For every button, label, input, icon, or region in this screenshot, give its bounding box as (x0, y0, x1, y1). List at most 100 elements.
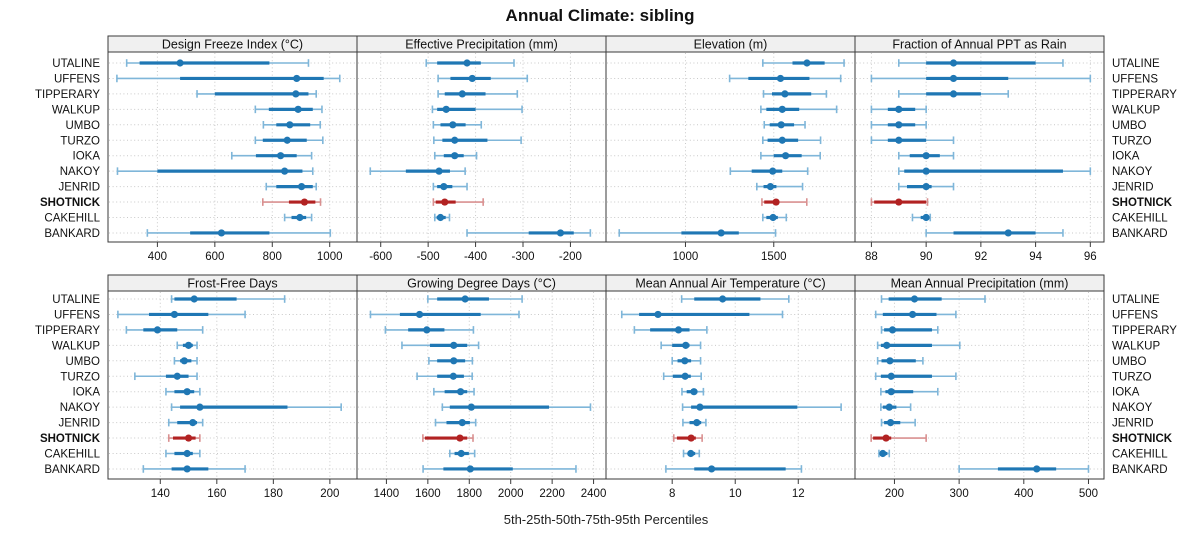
site-label-left-utaline: UTALINE (52, 58, 100, 70)
panel-plot-area (854, 51, 1105, 243)
series-shotnick (870, 434, 927, 442)
series-turzo (134, 372, 198, 381)
axis-tick-label: 92 (974, 251, 987, 263)
axis-tick-label: 200 (320, 488, 339, 500)
median-dot (183, 449, 191, 458)
median-dot (456, 388, 465, 396)
median-dot (883, 341, 891, 349)
axis-tick-label: 500 (1079, 488, 1098, 500)
series-shotnick (167, 434, 201, 442)
median-dot (196, 403, 204, 411)
series-turzo (662, 372, 702, 381)
site-label-left-turzo: TURZO (60, 135, 100, 147)
median-dot (440, 183, 448, 191)
series-utaline (427, 295, 523, 303)
series-turzo (416, 372, 473, 381)
axis-tick-label: 1600 (415, 488, 441, 500)
series-bankard (422, 465, 577, 473)
median-dot (423, 326, 431, 334)
chart-title: Annual Climate: sibling (506, 6, 695, 25)
site-label-right-jenrid: JENRID (1112, 418, 1154, 430)
panel-plot-area (854, 290, 1105, 480)
axis-tick-label: 96 (1084, 251, 1097, 263)
site-label-left-cakehill: CAKEHILL (44, 449, 100, 461)
series-nakoy (729, 167, 809, 175)
series-nakoy (897, 167, 1092, 175)
axis-tick-label: 90 (920, 251, 933, 263)
series-turzo (762, 136, 822, 145)
series-umbo (876, 357, 924, 365)
site-label-right-turzo: TURZO (1112, 371, 1152, 383)
panel-title: Fraction of Annual PPT as Rain (892, 38, 1066, 52)
series-tipperary (633, 326, 708, 334)
panel-plot-area (356, 51, 607, 243)
median-dot (1033, 465, 1041, 473)
panel-effective-precipitation-mm: Effective Precipitation (mm) -600 -500 -400… (356, 35, 607, 263)
series-ioka (880, 387, 939, 396)
series-utaline (125, 59, 310, 67)
series-bankard (665, 465, 803, 473)
axis-caption: 5th-25th-50th-75th-95th Percentiles (504, 512, 709, 527)
median-dot (286, 121, 294, 129)
series-nakoy (681, 403, 842, 411)
series-utaline (680, 295, 790, 303)
site-label-left-bankard: BANKARD (44, 464, 100, 476)
median-dot (441, 198, 449, 206)
site-label-right-turzo: TURZO (1112, 135, 1152, 147)
site-label-left-umbo: UMBO (66, 356, 101, 368)
series-shotnick (870, 198, 929, 206)
series-cakehill (762, 213, 788, 222)
median-dot (781, 152, 790, 160)
series-turzo (870, 136, 955, 145)
site-label-left-cakehill: CAKEHILL (44, 213, 100, 225)
series-uffens (117, 310, 246, 319)
series-bankard (618, 229, 777, 237)
median-dot (949, 59, 958, 67)
median-dot (778, 105, 786, 113)
series-shotnick (422, 434, 474, 442)
series-tipperary (880, 326, 939, 334)
median-dot (296, 213, 304, 222)
median-dot (184, 434, 193, 442)
panel-plot-area (605, 51, 856, 243)
axis-tick-label: 180 (264, 488, 283, 500)
series-umbo (173, 357, 198, 365)
median-dot (183, 388, 191, 396)
series-walkup (176, 341, 198, 350)
series-walkup (431, 105, 523, 114)
median-dot (654, 310, 662, 319)
series-cakehill (433, 213, 451, 222)
median-dot (719, 295, 727, 303)
site-label-right-bankard: BANKARD (1112, 464, 1168, 476)
median-dot (769, 167, 777, 175)
site-labels: UTALINE UTALINE UFFENS UFFENS TIPPERARY TIPPE… (35, 58, 1177, 476)
median-dot (895, 136, 903, 144)
panel-title: Growing Degree Days (°C) (407, 277, 556, 291)
panel-elevation-m: Elevation (m) 1000 1500 (605, 35, 856, 263)
panel-frost-free-days: Frost-Free Days 140 160 180 200 (107, 274, 358, 500)
site-label-right-nakoy: NAKOY (1112, 166, 1153, 178)
median-dot (687, 449, 695, 458)
median-dot (766, 183, 775, 191)
series-turzo (433, 136, 522, 145)
site-label-left-nakoy: NAKOY (60, 402, 101, 414)
series-umbo (432, 121, 483, 129)
site-label-right-umbo: UMBO (1112, 120, 1147, 132)
site-label-right-walkup: WALKUP (1112, 340, 1160, 352)
series-turzo (874, 372, 957, 381)
median-dot (153, 326, 162, 334)
series-turzo (254, 136, 324, 145)
site-label-right-ioka: IOKA (1112, 151, 1140, 163)
series-uffens (620, 310, 784, 319)
series-jenrid (880, 418, 916, 427)
median-dot (696, 403, 704, 411)
median-dot (693, 419, 701, 427)
median-dot (687, 434, 695, 442)
series-uffens (116, 74, 341, 83)
axis-tick-label: -200 (559, 251, 582, 263)
panel-mean-annual-air-temperature-c: Mean Annual Air Temperature (°C) 8 10 12 (605, 274, 856, 500)
median-dot (778, 136, 786, 144)
site-label-left-jenrid: JENRID (58, 418, 100, 430)
series-walkup (401, 341, 480, 350)
